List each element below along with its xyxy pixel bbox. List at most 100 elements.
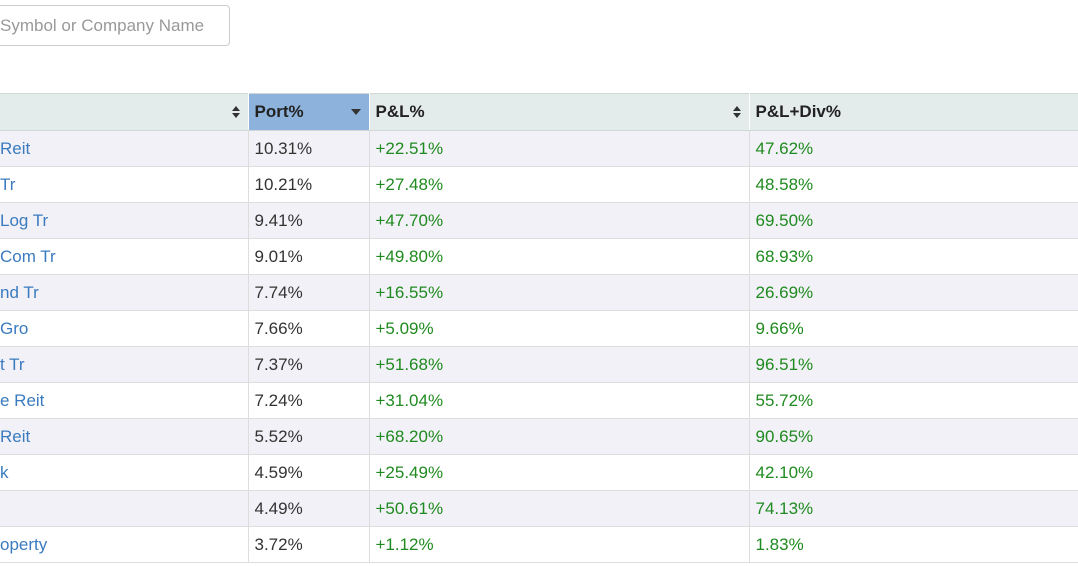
pl-div-percent-cell: 90.65% (749, 418, 1078, 455)
header-pl-label: P&L% (375, 102, 425, 121)
holding-name-link-cell: Log Tr (0, 202, 249, 239)
port-percent: 7.37% (254, 354, 303, 374)
pl-percent-cell: +47.70% (369, 202, 750, 239)
pl-percent-cell: +31.04% (369, 382, 750, 419)
port-percent: 3.72% (254, 534, 303, 554)
pl-div-percent: 42.10% (755, 462, 814, 482)
holding-name-link[interactable]: Gro (0, 318, 29, 338)
holding-name-link[interactable]: operty (0, 534, 48, 554)
table-row[interactable]: k 4.59% +25.49% 42.10% (0, 454, 1078, 491)
pl-percent: +27.48% (375, 174, 444, 194)
table-row[interactable]: Gro 7.66% +5.09% 9.66% (0, 310, 1078, 347)
table-row[interactable]: e Reit 7.24% +31.04% 55.72% (0, 382, 1078, 419)
pl-div-percent-cell: 48.58% (749, 166, 1078, 203)
port-percent: 4.59% (254, 462, 303, 482)
table-header-row: Port% P&L% P&L+Div% (0, 93, 1078, 131)
pl-percent: +51.68% (375, 354, 444, 374)
pl-div-percent-cell: 68.93% (749, 238, 1078, 275)
header-pldiv[interactable]: P&L+Div% (749, 93, 1078, 131)
pl-percent: +49.80% (375, 246, 444, 266)
pl-percent: +16.55% (375, 282, 444, 302)
sort-both-icon[interactable] (732, 106, 741, 118)
holding-name-link-cell: k (0, 454, 249, 491)
search-box[interactable] (0, 5, 230, 46)
port-percent: 7.24% (254, 390, 303, 410)
holding-name-link-cell: operty (0, 526, 249, 563)
header-pldiv-label: P&L+Div% (755, 102, 842, 121)
table-body: Reit 10.31% +22.51% 47.62% Tr 10.21% +27.48% 4… (0, 130, 1078, 563)
pl-percent-cell: +16.55% (369, 274, 750, 311)
pl-percent-cell: +68.20% (369, 418, 750, 455)
table-row[interactable]: nd Tr 7.74% +16.55% 26.69% (0, 274, 1078, 311)
port-percent-cell: 9.41% (248, 202, 370, 239)
holding-name-link-cell: Reit (0, 418, 249, 455)
port-percent-cell: 7.24% (248, 382, 370, 419)
table-row[interactable]: Tr 10.21% +27.48% 48.58% (0, 166, 1078, 203)
table-row[interactable]: t Tr 7.37% +51.68% 96.51% (0, 346, 1078, 383)
pl-div-percent-cell: 42.10% (749, 454, 1078, 491)
holding-name-link[interactable]: k (0, 462, 9, 482)
pl-div-percent: 1.83% (755, 534, 804, 554)
pl-percent-cell: +49.80% (369, 238, 750, 275)
holding-name-link[interactable]: Com Tr (0, 246, 56, 266)
holding-name-link-cell: Com Tr (0, 238, 249, 275)
pl-percent-cell: +1.12% (369, 526, 750, 563)
header-pl[interactable]: P&L% (369, 93, 750, 131)
table-row[interactable]: Reit 10.31% +22.51% 47.62% (0, 130, 1078, 167)
port-percent-cell: 4.49% (248, 490, 370, 527)
holding-name-link-cell (0, 490, 249, 527)
port-percent: 7.74% (254, 282, 303, 302)
pl-div-percent-cell: 55.72% (749, 382, 1078, 419)
holding-name-link-cell: Tr (0, 166, 249, 203)
search-input[interactable] (0, 6, 229, 45)
pl-percent: +47.70% (375, 210, 444, 230)
pl-div-percent: 9.66% (755, 318, 804, 338)
pl-div-percent-cell: 26.69% (749, 274, 1078, 311)
holding-name-link[interactable]: Reit (0, 426, 31, 446)
pl-div-percent-cell: 69.50% (749, 202, 1078, 239)
pl-percent-cell: +51.68% (369, 346, 750, 383)
port-percent-cell: 9.01% (248, 238, 370, 275)
holding-name-link[interactable]: Tr (0, 174, 16, 194)
pl-percent: +25.49% (375, 462, 444, 482)
pl-percent: +50.61% (375, 498, 444, 518)
pl-div-percent-cell: 1.83% (749, 526, 1078, 563)
holding-name-link[interactable]: t Tr (0, 354, 25, 374)
port-percent: 7.66% (254, 318, 303, 338)
holding-name-link[interactable]: Reit (0, 138, 31, 158)
pl-div-percent: 69.50% (755, 210, 814, 230)
header-port[interactable]: Port% (248, 93, 370, 131)
pl-percent: +5.09% (375, 318, 434, 338)
table-row[interactable]: Com Tr 9.01% +49.80% 68.93% (0, 238, 1078, 275)
pl-div-percent: 55.72% (755, 390, 814, 410)
pl-percent: +68.20% (375, 426, 444, 446)
pl-div-percent-cell: 74.13% (749, 490, 1078, 527)
sort-both-icon[interactable] (231, 106, 240, 118)
table-row[interactable]: Log Tr 9.41% +47.70% 69.50% (0, 202, 1078, 239)
table-row[interactable]: operty 3.72% +1.12% 1.83% (0, 526, 1078, 563)
holding-name-link[interactable]: nd Tr (0, 282, 39, 302)
holdings-table: Port% P&L% P&L+Div% Reit 10.31% +22.51 (0, 93, 1078, 563)
pl-percent: +22.51% (375, 138, 444, 158)
pl-percent-cell: +22.51% (369, 130, 750, 167)
header-name[interactable] (0, 93, 249, 131)
port-percent: 9.41% (254, 210, 303, 230)
pl-div-percent: 47.62% (755, 138, 814, 158)
holding-name-link[interactable]: e Reit (0, 390, 45, 410)
caret-down-icon[interactable] (350, 109, 361, 115)
table-row[interactable]: 4.49% +50.61% 74.13% (0, 490, 1078, 527)
port-percent: 5.52% (254, 426, 303, 446)
pl-div-percent: 68.93% (755, 246, 814, 266)
port-percent-cell: 10.21% (248, 166, 370, 203)
pl-div-percent: 26.69% (755, 282, 814, 302)
holding-name-link-cell: nd Tr (0, 274, 249, 311)
pl-percent-cell: +5.09% (369, 310, 750, 347)
pl-div-percent: 48.58% (755, 174, 814, 194)
pl-div-percent-cell: 96.51% (749, 346, 1078, 383)
holding-name-link[interactable]: Log Tr (0, 210, 49, 230)
table-row[interactable]: Reit 5.52% +68.20% 90.65% (0, 418, 1078, 455)
holding-name-link-cell: e Reit (0, 382, 249, 419)
pl-percent: +31.04% (375, 390, 444, 410)
port-percent: 10.21% (254, 174, 313, 194)
port-percent-cell: 7.37% (248, 346, 370, 383)
